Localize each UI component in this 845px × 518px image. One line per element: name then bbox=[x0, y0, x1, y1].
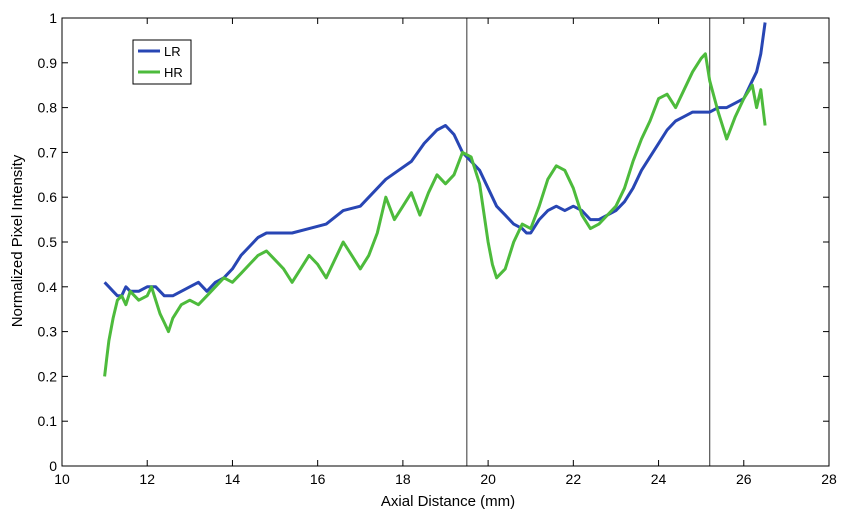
legend: LR HR bbox=[132, 39, 192, 85]
series-line-lr bbox=[103, 22, 767, 298]
y-tick-label: 0.8 bbox=[38, 100, 58, 116]
x-tick-label: 10 bbox=[54, 471, 70, 487]
y-tick-label: 0.5 bbox=[38, 234, 58, 250]
x-tick-label: 20 bbox=[480, 471, 496, 487]
y-tick-label: 1 bbox=[49, 10, 57, 26]
x-tick-label: 16 bbox=[310, 471, 326, 487]
legend-label-lr: LR bbox=[164, 44, 181, 59]
y-tick-label: 0.2 bbox=[38, 368, 58, 384]
x-axis-label: Axial Distance (mm) bbox=[381, 493, 515, 510]
y-tick-label: 0.9 bbox=[38, 55, 58, 71]
y-tick-label: 0.3 bbox=[38, 324, 58, 340]
vertical-markers bbox=[466, 18, 711, 466]
x-tick-label: 14 bbox=[225, 471, 241, 487]
x-tick-label: 26 bbox=[736, 471, 752, 487]
legend-label-hr: HR bbox=[164, 65, 183, 80]
x-tick-label: 24 bbox=[651, 471, 667, 487]
y-tick-label: 0.7 bbox=[38, 144, 58, 160]
y-axis-label: Normalized Pixel Intensity bbox=[9, 154, 26, 327]
legend-box bbox=[132, 39, 192, 85]
ticks-layer: 10 12 14 16 18 20 22 24 26 28 0 0.1 0.2 0.3 0.4 0.5 0.6 0… bbox=[38, 10, 837, 487]
y-tick-label: 0.6 bbox=[38, 189, 58, 205]
y-tick-label: 0.4 bbox=[38, 279, 58, 295]
x-tick-label: 28 bbox=[821, 471, 837, 487]
x-tick-label: 18 bbox=[395, 471, 411, 487]
series-line-hr bbox=[103, 52, 767, 377]
y-tick-label: 0.1 bbox=[38, 413, 58, 429]
x-tick-label: 12 bbox=[139, 471, 155, 487]
y-tick-label: 0 bbox=[49, 458, 57, 474]
series-layer bbox=[103, 22, 767, 377]
x-tick-label: 22 bbox=[566, 471, 582, 487]
